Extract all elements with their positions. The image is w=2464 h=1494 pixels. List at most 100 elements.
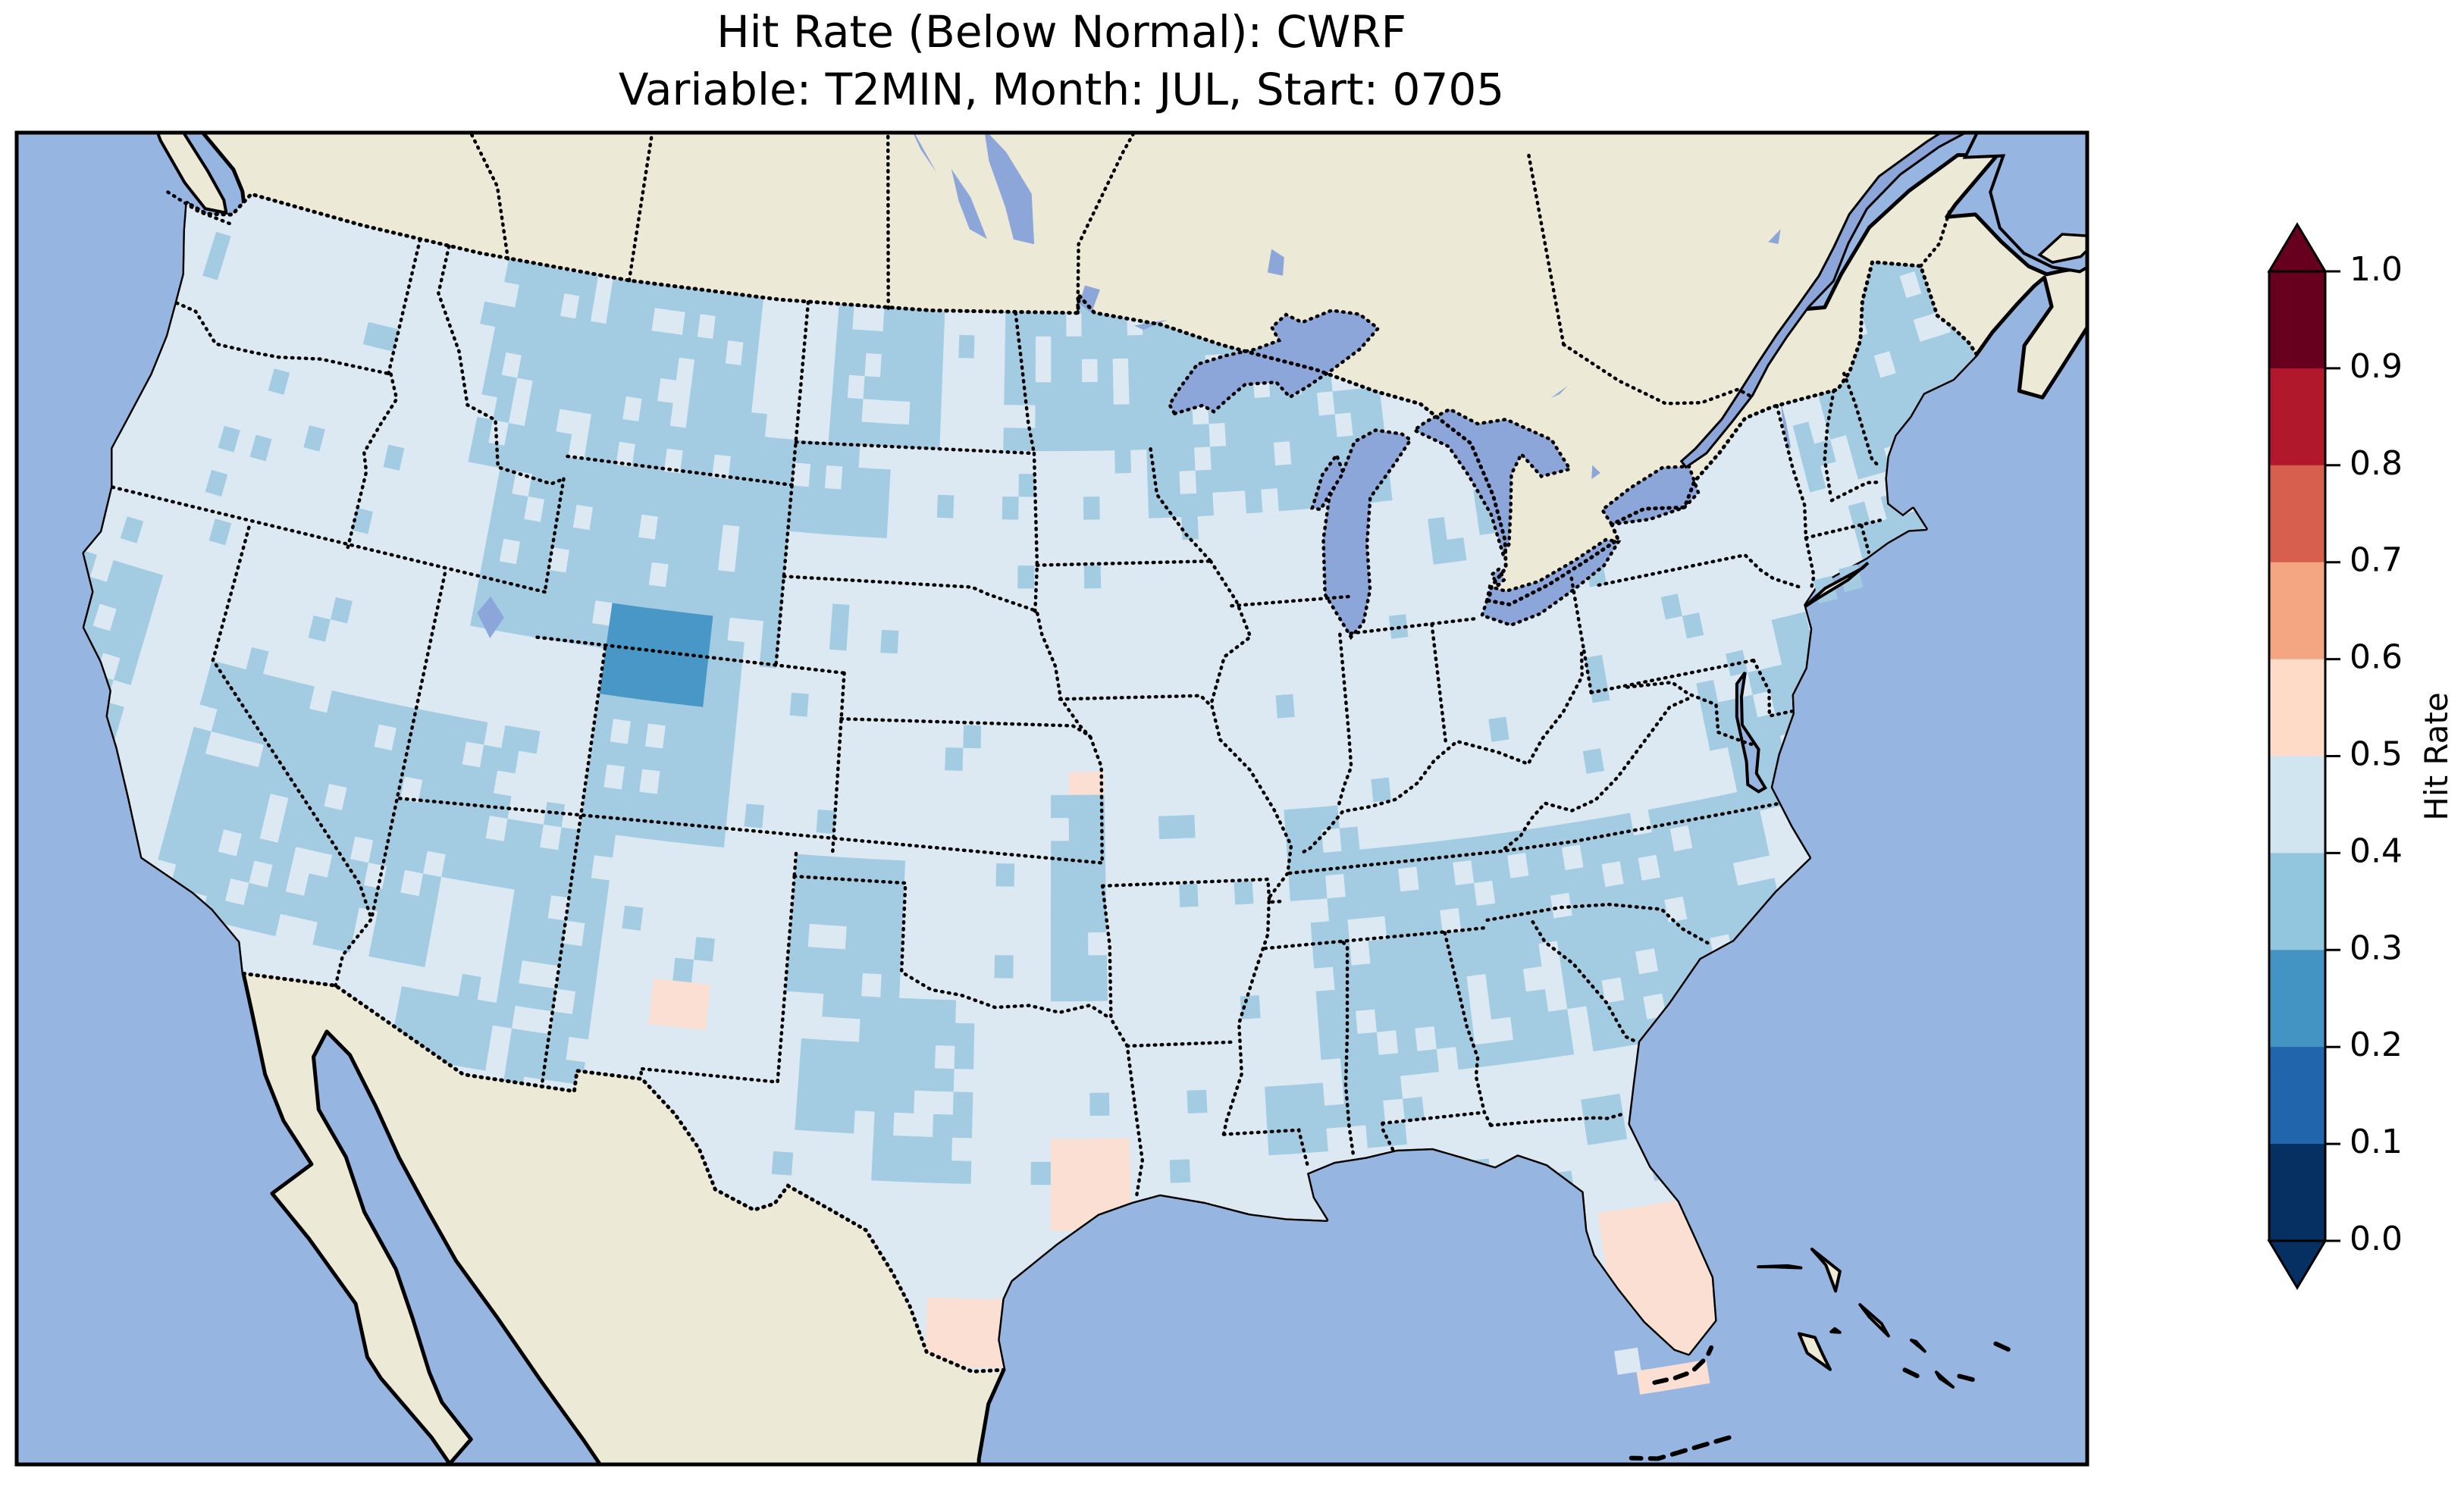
colorbar: 0.0 0.1 0.2 0.3 0.4 0.5 0.6 0.7 0.8 0.9 1.0 Hit Rat… <box>2267 222 2455 1290</box>
state-border-37 <box>1597 553 1805 590</box>
state-border-56 <box>1860 524 1871 554</box>
colorbar-bin-1 <box>2269 1047 2325 1145</box>
state-border-18 <box>1014 311 1036 456</box>
state-border-5 <box>369 572 447 921</box>
province-border-4 <box>1527 153 1566 346</box>
province-border-6 <box>1919 206 1952 268</box>
political-borders <box>111 133 1979 1374</box>
state-border-17 <box>794 440 1036 456</box>
colorbar-tick-label: 0.3 <box>2350 929 2403 967</box>
green-bay-shore <box>1310 451 1346 512</box>
colorbar-tick-label: 0.1 <box>2350 1123 2403 1161</box>
state-border-35 <box>1349 616 1479 635</box>
prince-edward-island <box>2037 233 2087 264</box>
state-border-47 <box>1443 931 1493 1127</box>
small-lake-4 <box>1134 319 1168 330</box>
state-border-6 <box>436 244 566 486</box>
state-border-57 <box>1829 480 1883 503</box>
state-border-42 <box>1499 697 1690 853</box>
green-bay <box>1312 455 1343 510</box>
state-border-2 <box>345 372 399 554</box>
province-border-0 <box>469 133 510 261</box>
province-border-3 <box>1076 133 1136 315</box>
state-border-4 <box>211 525 374 988</box>
state-border-44 <box>1263 926 1490 951</box>
state-border-0 <box>174 301 393 376</box>
bahamas-island-6 <box>1934 1370 1955 1389</box>
state-border-46 <box>1531 919 1638 1044</box>
water-features <box>477 82 2087 794</box>
state-border-31 <box>1297 651 1584 857</box>
state-border-20 <box>1035 559 1213 567</box>
small-lake-8 <box>1768 229 1781 244</box>
colorbar-tick-label: 0.7 <box>2350 541 2403 580</box>
state-border-45 <box>1485 902 1713 947</box>
cuba-coast-3 <box>1993 1341 2018 1355</box>
cuba-coast-0 <box>1629 1435 1732 1461</box>
state-border-11 <box>540 646 607 1088</box>
colorbar-tick-label: 0.6 <box>2350 638 2403 677</box>
st-lawrence-river <box>1679 133 1968 469</box>
chesapeake-bay <box>1735 672 1768 794</box>
colorbar-ticks: 0.0 0.1 0.2 0.3 0.4 0.5 0.6 0.7 0.8 0.9 1.0 <box>2325 250 2403 1258</box>
us-canada-border <box>185 192 1979 607</box>
anticosti-island <box>2002 82 2049 125</box>
juan-de-fuca-maritime-border <box>164 189 231 226</box>
state-border-32 <box>1336 632 1353 810</box>
state-border-28 <box>792 874 1113 1021</box>
state-border-9 <box>773 300 810 670</box>
cuba-coast-1 <box>1902 1367 1927 1382</box>
lake-huron <box>1414 409 1570 555</box>
colorbar-tick-label: 1.0 <box>2350 250 2403 289</box>
us-mexico-border <box>241 971 1006 1374</box>
cuba-coast-2 <box>1957 1373 1981 1383</box>
colorbar-arrow-high <box>2267 222 2328 273</box>
lake-ontario <box>1602 466 1699 525</box>
bahamas-island-2 <box>1798 1332 1832 1371</box>
state-border-53 <box>1775 403 1816 588</box>
chart-subtitle: Variable: T2MIN, Month: JUL, Start: 0705 <box>619 64 1504 115</box>
lake-erie-shore <box>1479 537 1622 628</box>
lake-ontario-shore <box>1600 465 1701 527</box>
state-border-34 <box>1230 594 1356 608</box>
colorbar-bin-2 <box>2269 950 2325 1048</box>
state-border-50 <box>1381 1121 1395 1152</box>
colorbar-bin-9 <box>2269 271 2325 369</box>
small-lake-3 <box>1079 285 1100 313</box>
small-lake-1 <box>951 168 987 240</box>
lake-superior-shore <box>1167 309 1381 416</box>
small-lake-2 <box>913 133 937 174</box>
colorbar-tick-label: 0.8 <box>2350 444 2403 483</box>
state-border-43 <box>1287 801 1784 875</box>
small-lake-7 <box>1591 465 1600 480</box>
state-border-41 <box>1625 680 1758 747</box>
gulf-of-st-lawrence <box>1962 133 2087 274</box>
small-lake-5 <box>1267 249 1284 276</box>
state-border-55 <box>1804 517 1886 540</box>
colorbar-bin-4 <box>2269 756 2325 853</box>
lake-superior <box>1169 310 1378 414</box>
state-border-38 <box>1582 649 1594 694</box>
colorbar-tick-label: 0.2 <box>2350 1026 2403 1064</box>
state-border-21 <box>1149 447 1213 563</box>
small-lake-6 <box>1550 385 1568 399</box>
long-island <box>1804 561 1870 609</box>
colorbar-bin-8 <box>2269 368 2325 466</box>
small-lake-10 <box>477 596 504 638</box>
colorbar-bin-5 <box>2269 659 2325 757</box>
state-border-39 <box>1589 658 1756 694</box>
state-border-27 <box>1125 1040 1238 1048</box>
lake-st-clair-shore <box>1489 566 1506 588</box>
vancouver-island <box>155 133 228 215</box>
state-border-54 <box>1823 389 1835 500</box>
state-border-7 <box>543 477 566 594</box>
lake-huron-shore <box>1410 407 1573 559</box>
lake-michigan-shore <box>1321 428 1413 641</box>
colorbar-tick-label: 0.9 <box>2350 347 2403 386</box>
state-border-13 <box>830 671 846 858</box>
small-lake-0 <box>984 133 1035 245</box>
small-lake-9 <box>1780 399 1791 450</box>
state-border-51 <box>1341 941 1356 1160</box>
